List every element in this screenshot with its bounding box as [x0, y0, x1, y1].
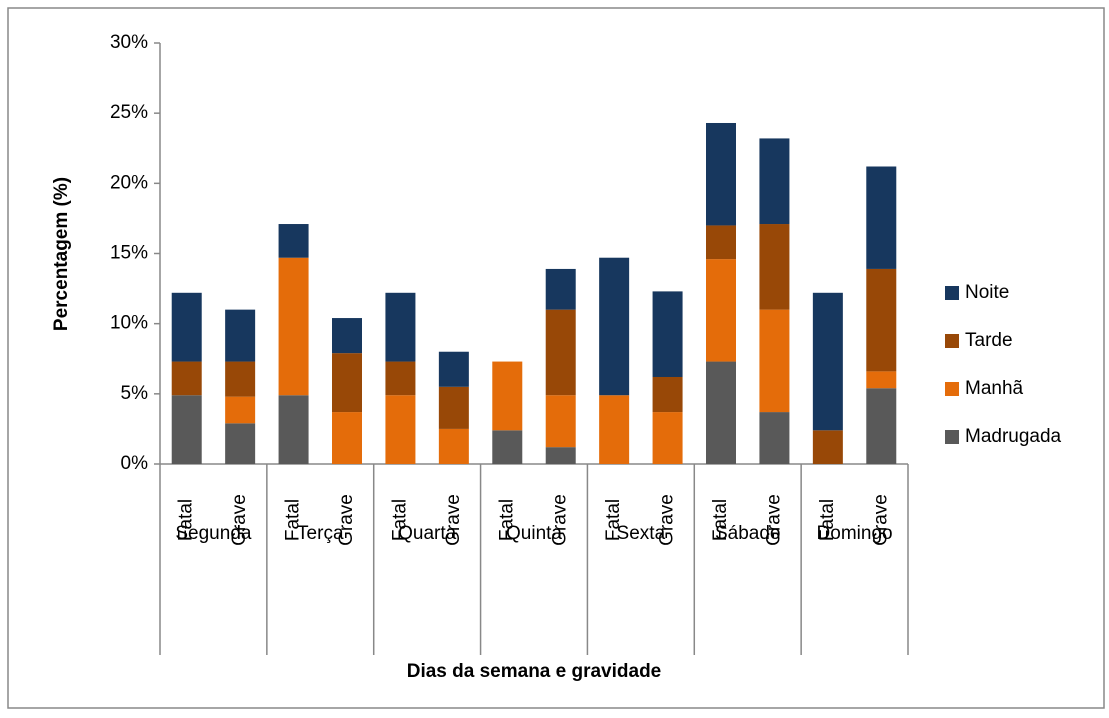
x-tick-label: Grave: [550, 494, 571, 546]
legend-swatch: [945, 334, 959, 348]
bar-segment: [225, 396, 256, 424]
bar-segment: [278, 257, 309, 396]
bar-segment: [171, 292, 202, 362]
legend-swatch: [945, 382, 959, 396]
bar-segment: [599, 257, 630, 396]
y-axis-title: Percentagem (%): [51, 177, 72, 331]
bar-segment: [225, 309, 256, 362]
bar-segment: [652, 376, 683, 413]
group-label: Quinta: [506, 523, 562, 544]
group-label: Segunda: [175, 523, 252, 544]
x-tick-label: Fatal: [283, 499, 304, 541]
y-tick-label: 10%: [110, 313, 148, 334]
legend-label: Noite: [965, 282, 1009, 303]
bar-segment: [866, 371, 897, 389]
bar-segment: [278, 395, 309, 464]
x-tick-label: Grave: [336, 494, 357, 546]
y-tick-label: 15%: [110, 243, 148, 264]
bar-segment: [545, 268, 576, 310]
legend-swatch: [945, 286, 959, 300]
bar-segment: [759, 309, 790, 413]
bar-segment: [652, 291, 683, 377]
bar-segment: [706, 122, 736, 226]
group-label: Quarta: [398, 523, 457, 544]
bar-segment: [171, 395, 202, 464]
bar-segment: [599, 395, 630, 464]
bar-segment: [385, 395, 416, 464]
x-tick-label: Fatal: [603, 499, 624, 541]
bar-segment: [652, 412, 683, 464]
x-tick-label: Grave: [229, 494, 250, 546]
group-label: Sexta: [617, 523, 666, 544]
bar-segment: [545, 309, 576, 396]
legend-label: Manhã: [965, 378, 1024, 399]
legend-label: Madrugada: [965, 426, 1062, 447]
bar-segment: [438, 351, 469, 387]
x-tick-label: Fatal: [710, 499, 731, 541]
bar-segment: [866, 268, 897, 372]
x-tick-label: Grave: [657, 494, 678, 546]
bar-segment: [385, 292, 416, 362]
legend-label: Tarde: [965, 330, 1013, 351]
bar-segment: [332, 318, 362, 354]
bar-segment: [385, 361, 416, 396]
bar-segment: [706, 361, 736, 464]
bar-segment: [545, 395, 576, 448]
bar-segment: [225, 361, 256, 397]
bar-segment: [759, 412, 790, 464]
x-tick-label: Grave: [763, 494, 784, 546]
x-tick-label: Grave: [443, 494, 464, 546]
legend-swatch: [945, 430, 959, 444]
bar-segment: [332, 412, 362, 464]
bar-segment: [171, 361, 202, 396]
bar-segment: [492, 430, 523, 464]
x-tick-label: Fatal: [496, 499, 517, 541]
bar-segment: [812, 430, 843, 464]
bar-segment: [492, 361, 523, 431]
y-tick-label: 5%: [121, 383, 149, 404]
y-tick-label: 30%: [110, 32, 148, 53]
bar-segment: [225, 423, 256, 464]
bar-segment: [706, 259, 736, 362]
group-label: Domingo: [817, 523, 893, 544]
bar-segment: [438, 386, 469, 429]
x-tick-label: Grave: [870, 494, 891, 546]
x-tick-label: Fatal: [176, 499, 197, 541]
bar-segment: [278, 224, 309, 258]
bar-segment: [332, 353, 362, 413]
bar-segment: [545, 447, 576, 464]
x-axis-title: Dias da semana e gravidade: [407, 661, 662, 682]
y-tick-label: 0%: [121, 453, 149, 474]
x-tick-label: Fatal: [389, 499, 410, 541]
bar-segment: [812, 292, 843, 431]
y-tick-label: 20%: [110, 172, 148, 193]
bar-segment: [706, 225, 736, 260]
x-tick-label: Fatal: [817, 499, 838, 541]
group-label: Sábado: [715, 523, 781, 544]
y-tick-label: 25%: [110, 102, 148, 123]
bar-segment: [866, 166, 897, 269]
bar-segment: [438, 428, 469, 464]
bar-segment: [866, 388, 897, 464]
bar-segment: [759, 138, 790, 225]
bar-segment: [759, 224, 790, 310]
group-label: Terça: [297, 523, 344, 544]
